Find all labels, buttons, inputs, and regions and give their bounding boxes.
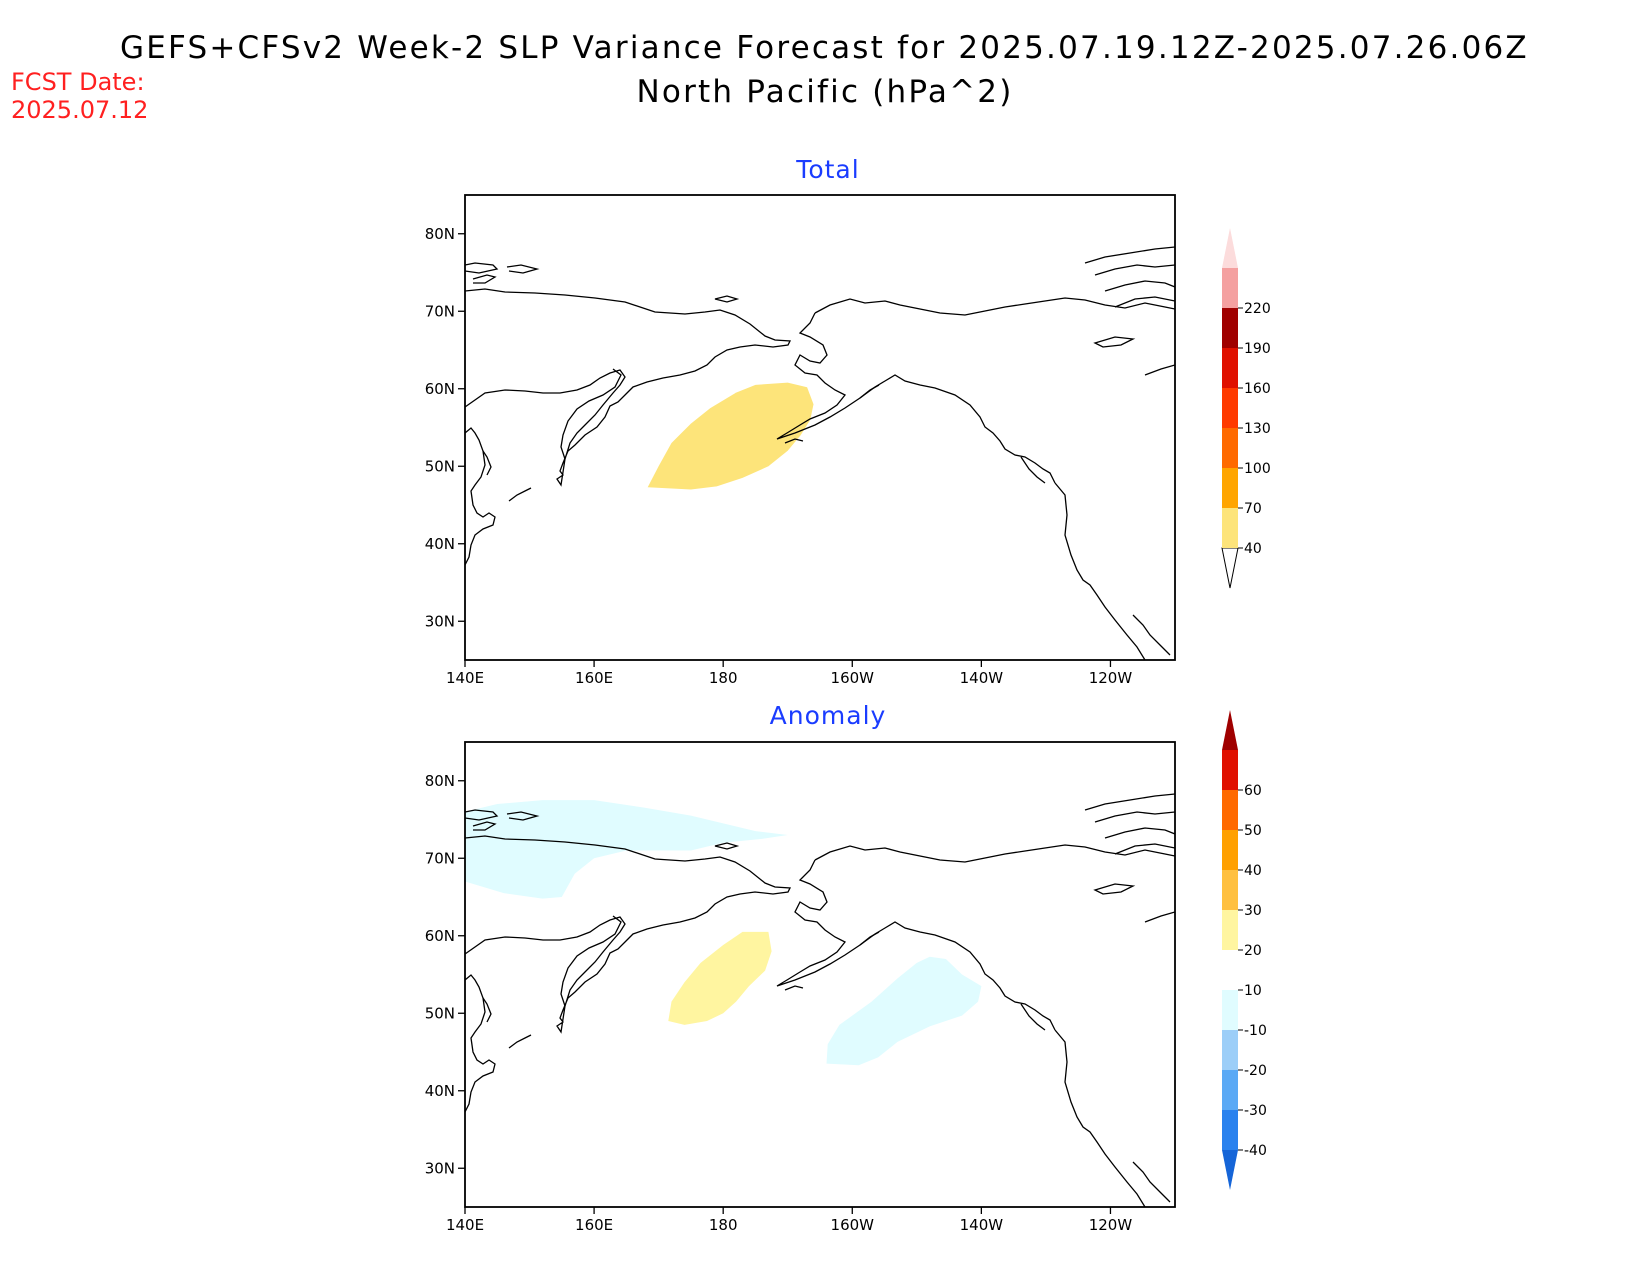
colorbar-box: [1222, 1110, 1238, 1150]
y-tick-label: 50N: [425, 457, 455, 475]
colorbar-label: 190: [1244, 341, 1271, 357]
colorbar-extend-high: [1222, 228, 1238, 268]
y-tick-label: 40N: [425, 1082, 455, 1100]
colorbar-label: 60: [1244, 783, 1262, 799]
colorbar-label: 130: [1244, 421, 1271, 437]
colorbar-label: 220: [1244, 301, 1271, 317]
colorbar-box: [1222, 910, 1238, 950]
colorbar-box: [1222, 750, 1238, 790]
x-tick-label: 180: [709, 1216, 738, 1234]
figure-title: GEFS+CFSv2 Week-2 SLP Variance Forecast …: [120, 30, 1529, 66]
colorbar-box: [1222, 268, 1238, 308]
colorbar-box: [1222, 508, 1238, 548]
y-tick-label: 70N: [425, 302, 455, 320]
colorbar-label: -20: [1244, 1063, 1267, 1079]
colorbar-extend-high: [1222, 710, 1238, 750]
colorbar-label: 50: [1244, 823, 1262, 839]
shaded-region-anomaly-2: [668, 931, 772, 1025]
map-panel-total: 140E 160E 180 160W 140W 120W 30N 40N 50N 60N 70N 80…: [425, 194, 1176, 687]
y-tick-label: 60N: [425, 927, 455, 945]
map-frame-anomaly: [464, 741, 1176, 1208]
y-tick-label: 30N: [425, 612, 455, 630]
colorbar-total: 40 70 100 130 160 190 220: [1221, 228, 1271, 589]
y-tick-label: 60N: [425, 380, 455, 398]
colorbar-box: [1222, 388, 1238, 428]
x-tick-label: 120W: [1089, 669, 1133, 687]
y-tick-label: 70N: [425, 849, 455, 867]
colorbar-box: [1222, 870, 1238, 910]
colorbar-label: 70: [1244, 501, 1262, 517]
colorbar-label: 10: [1244, 983, 1262, 999]
panel-title-anomaly: Anomaly: [770, 701, 887, 730]
map-frame-total: [464, 194, 1176, 661]
forecast-date-caption: FCST Date:: [11, 68, 145, 96]
y-tick-label: 80N: [425, 225, 455, 243]
colorbar-extend-low: [1222, 1150, 1238, 1190]
colorbar-label: -10: [1244, 1023, 1267, 1039]
axis-ticks-anomaly: 140E 160E 180 160W 140W 120W 30N 40N 50N 60N 70N 80…: [425, 772, 1133, 1234]
colorbar-box: [1222, 790, 1238, 830]
x-tick-label: 180: [709, 669, 738, 687]
colorbar-box: [1222, 468, 1238, 508]
colorbar-label: 30: [1244, 903, 1262, 919]
forecast-date-value: 2025.07.12: [11, 96, 149, 124]
x-tick-label: 160E: [575, 669, 613, 687]
map-panel-anomaly: 140E 160E 180 160W 140W 120W 30N 40N 50N 60N 70N 80…: [425, 741, 1176, 1234]
colorbar-extend-low: [1221, 547, 1239, 589]
x-tick-label: 160W: [831, 1216, 875, 1234]
colorbar-label: 100: [1244, 461, 1271, 477]
figure-subtitle: North Pacific (hPa^2): [636, 74, 1014, 110]
colorbar-box: [1222, 1070, 1238, 1110]
x-tick-label: 160E: [575, 1216, 613, 1234]
panel-title-total: Total: [795, 155, 859, 184]
colorbar-box: [1222, 428, 1238, 468]
colorbar-label: 160: [1244, 381, 1271, 397]
y-tick-label: 50N: [425, 1004, 455, 1022]
colorbar-box: [1222, 830, 1238, 870]
x-tick-label: 140W: [960, 1216, 1004, 1234]
colorbar-box: [1222, 348, 1238, 388]
colorbar-label: -30: [1244, 1103, 1267, 1119]
colorbar-label: -40: [1244, 1143, 1267, 1159]
shaded-region-total-0: [647, 382, 814, 490]
colorbar-anomaly: -40 -30 -20 -10 10 20 30 40 50 60: [1222, 710, 1267, 1190]
colorbar-box: [1222, 308, 1238, 348]
colorbar-box: [1222, 1030, 1238, 1070]
x-tick-label: 120W: [1089, 1216, 1133, 1234]
y-tick-label: 30N: [425, 1159, 455, 1177]
forecast-date-label: FCST Date: 2025.07.12: [11, 68, 148, 124]
axis-ticks-total: 140E 160E 180 160W 140W 120W 30N 40N 50N 60N 70N 80…: [425, 225, 1133, 687]
shaded-region-anomaly-1: [826, 956, 982, 1066]
colorbar-label: 40: [1244, 541, 1262, 557]
colorbar-box: [1222, 990, 1238, 1030]
shaded-regions-total: [647, 382, 814, 490]
colorbar-box: [1222, 950, 1238, 990]
colorbar-label: 40: [1244, 863, 1262, 879]
y-tick-label: 40N: [425, 535, 455, 553]
x-tick-label: 140E: [446, 1216, 484, 1234]
x-tick-label: 140W: [960, 669, 1004, 687]
x-tick-label: 140E: [446, 669, 484, 687]
x-tick-label: 160W: [831, 669, 875, 687]
colorbar-label: 20: [1244, 943, 1262, 959]
y-tick-label: 80N: [425, 772, 455, 790]
